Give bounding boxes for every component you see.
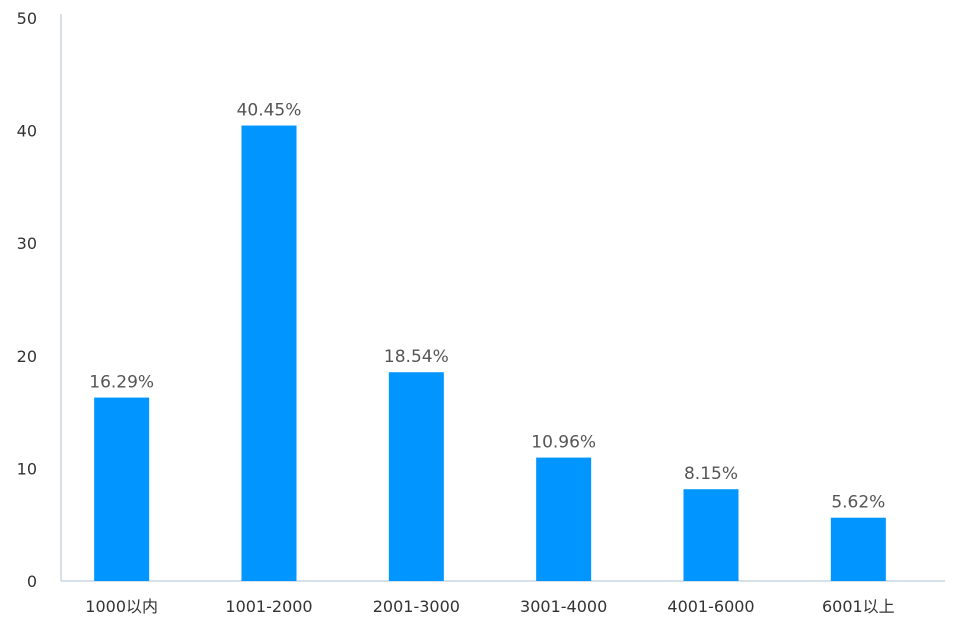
x-category-label: 4001-6000 — [667, 597, 754, 616]
bar — [830, 517, 886, 581]
y-tick-label: 40 — [17, 122, 37, 141]
y-tick-label: 10 — [17, 459, 37, 478]
y-tick-label: 0 — [27, 572, 37, 591]
bar — [388, 372, 444, 581]
data-label: 10.96% — [531, 433, 596, 453]
y-axis-ticks: 0 10 20 30 40 50 — [17, 9, 37, 591]
bars-group — [94, 125, 886, 582]
y-tick-label: 20 — [17, 347, 37, 366]
y-tick-label: 30 — [17, 234, 37, 253]
x-category-label: 1000以内 — [85, 597, 158, 616]
bar — [241, 125, 297, 582]
x-category-label: 6001以上 — [822, 597, 895, 616]
data-labels-group: 16.29% 40.45% 18.54% 10.96% 8.15% 5.62% — [89, 101, 885, 513]
data-label: 5.62% — [831, 493, 885, 513]
data-label: 16.29% — [89, 373, 154, 393]
bar — [536, 457, 592, 581]
category-labels-group: 1000以内 1001-2000 2001-3000 3001-4000 4001-60… — [85, 597, 894, 616]
x-category-label: 3001-4000 — [520, 597, 607, 616]
bar — [683, 489, 739, 581]
data-label: 18.54% — [384, 347, 449, 367]
y-tick-label: 50 — [17, 9, 37, 28]
bar — [94, 397, 150, 581]
data-label: 8.15% — [684, 464, 738, 484]
x-category-label: 1001-2000 — [225, 597, 312, 616]
x-category-label: 2001-3000 — [373, 597, 460, 616]
data-label: 40.45% — [237, 101, 302, 121]
